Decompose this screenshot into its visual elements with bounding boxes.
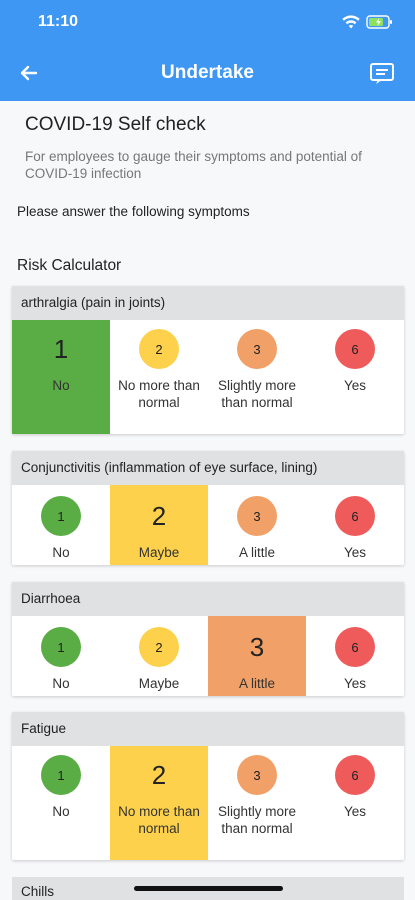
option-3[interactable]: 3 Slightly more than normal xyxy=(208,746,306,860)
option-label: No more than normal xyxy=(118,804,200,836)
option-score: 6 xyxy=(335,627,375,667)
option-label: Maybe xyxy=(138,676,180,691)
option-score: 2 xyxy=(151,759,167,790)
option-label: Yes xyxy=(343,804,367,819)
option-label: No xyxy=(52,676,70,691)
option-6[interactable]: 6 Yes xyxy=(306,320,404,434)
option-3[interactable]: 3 A little xyxy=(208,485,306,565)
form-title: COVID-19 Self check xyxy=(25,114,206,135)
option-score: 6 xyxy=(335,329,375,369)
question-label: arthralgia (pain in joints) xyxy=(12,286,404,320)
option-score: 3 xyxy=(237,755,277,795)
question-card-conjunctivitis: Conjunctivitis (inflammation of eye surf… xyxy=(12,451,404,565)
option-score: 2 xyxy=(151,500,167,531)
option-label: Maybe xyxy=(138,545,180,560)
wifi-icon xyxy=(342,15,360,29)
option-label: No xyxy=(52,545,70,560)
option-score: 6 xyxy=(335,496,375,536)
option-row: 1 No 2 Maybe 3 A little 6 Yes xyxy=(12,616,404,696)
option-6[interactable]: 6 Yes xyxy=(306,616,404,696)
option-2[interactable]: 2 Maybe xyxy=(110,616,208,696)
option-2[interactable]: 2 Maybe xyxy=(110,485,208,565)
page-title: Undertake xyxy=(161,62,254,83)
instructions-text: Please answer the following symptoms xyxy=(17,204,250,219)
home-indicator xyxy=(134,886,283,891)
question-card-arthralgia: arthralgia (pain in joints) 1 No 2 No mo… xyxy=(12,286,404,434)
option-label: No xyxy=(52,378,70,393)
option-label: Yes xyxy=(343,676,367,691)
option-row: 1 No 2 Maybe 3 A little 6 Yes xyxy=(12,485,404,565)
option-label: No xyxy=(52,804,70,819)
option-3[interactable]: 3 A little xyxy=(208,616,306,696)
back-arrow-icon[interactable] xyxy=(16,60,42,86)
option-2[interactable]: 2 No more than normal xyxy=(110,320,208,434)
option-label: Yes xyxy=(343,378,367,393)
option-score: 3 xyxy=(237,329,277,369)
option-label: A little xyxy=(238,545,276,560)
option-1[interactable]: 1 No xyxy=(12,746,110,860)
option-2[interactable]: 2 No more than normal xyxy=(110,746,208,860)
option-score: 1 xyxy=(41,496,81,536)
nav-bar: Undertake xyxy=(0,48,415,98)
option-score: 3 xyxy=(249,631,265,662)
option-1[interactable]: 1 No xyxy=(12,320,110,434)
status-bar: 11:10 xyxy=(0,0,415,44)
question-label: Fatigue xyxy=(12,712,404,746)
app-header: 11:10 Undertake xyxy=(0,0,415,101)
option-row: 1 No 2 No more than normal 3 Slightly mo… xyxy=(12,746,404,860)
option-label: A little xyxy=(238,676,276,691)
option-6[interactable]: 6 Yes xyxy=(306,485,404,565)
question-card-diarrhoea: Diarrhoea 1 No 2 Maybe 3 A little 6 Yes xyxy=(12,582,404,696)
form-subtitle: For employees to gauge their symptoms an… xyxy=(25,149,362,181)
option-score: 1 xyxy=(41,755,81,795)
option-score: 3 xyxy=(237,496,277,536)
status-time: 11:10 xyxy=(38,13,79,30)
option-3[interactable]: 3 Slightly more than normal xyxy=(208,320,306,434)
section-title: Risk Calculator xyxy=(17,257,122,274)
question-label: Diarrhoea xyxy=(12,582,404,616)
option-label: Slightly more than normal xyxy=(217,804,297,836)
option-score: 1 xyxy=(41,627,81,667)
message-icon[interactable] xyxy=(368,60,396,86)
option-score: 2 xyxy=(139,627,179,667)
option-label: Yes xyxy=(343,545,367,560)
option-row: 1 No 2 No more than normal 3 Slightly mo… xyxy=(12,320,404,434)
option-label: No more than normal xyxy=(118,378,200,410)
question-label: Conjunctivitis (inflammation of eye surf… xyxy=(12,451,404,485)
option-label: Slightly more than normal xyxy=(217,378,297,410)
option-score: 6 xyxy=(335,755,375,795)
option-1[interactable]: 1 No xyxy=(12,616,110,696)
option-score: 1 xyxy=(53,333,69,364)
option-6[interactable]: 6 Yes xyxy=(306,746,404,860)
option-1[interactable]: 1 No xyxy=(12,485,110,565)
question-card-fatigue: Fatigue 1 No 2 No more than normal 3 Sli… xyxy=(12,712,404,860)
battery-icon xyxy=(366,15,392,29)
option-score: 2 xyxy=(139,329,179,369)
